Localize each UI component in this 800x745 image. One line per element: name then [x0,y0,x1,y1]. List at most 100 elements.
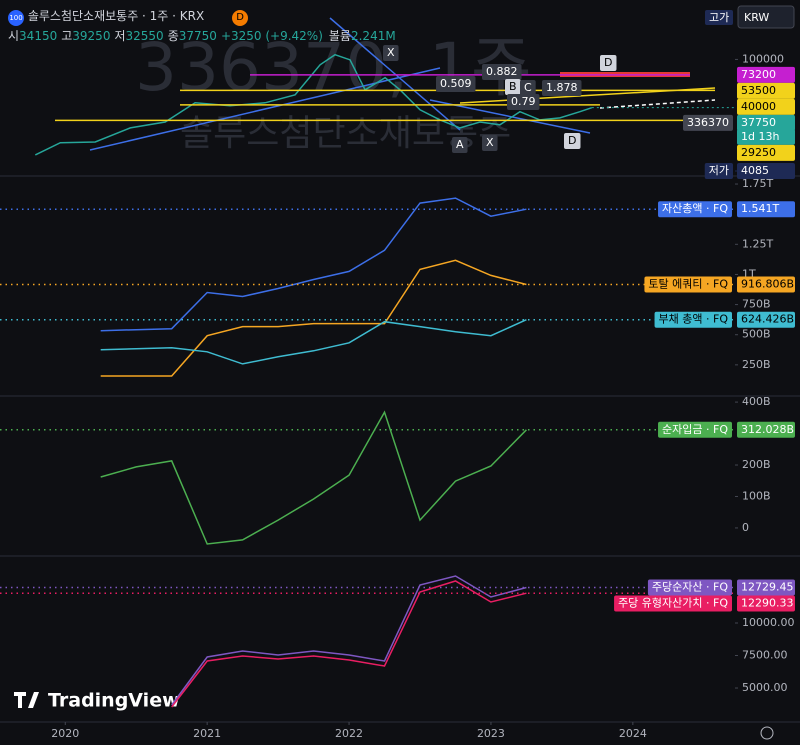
x-tick-label: 2023 [477,727,505,740]
symbol-tag: 336370 [687,116,729,129]
line [100,319,527,365]
line [171,580,527,708]
series-name: 순자입금 · FQ [662,423,728,436]
y-tick-label: 7500.00 [742,649,788,662]
low-tag-bg [704,163,733,179]
annotation: X [387,46,395,59]
line [100,259,527,377]
high-tag-bg [705,10,733,25]
annotation: 0.509 [440,77,472,90]
line [100,197,527,332]
last-value-bg [737,311,795,328]
series-name-bg [614,595,732,612]
y-tick-label: 1.75T [742,177,773,190]
level-label: 53500 [741,84,776,97]
annotation-bg [452,137,468,153]
change: +3250 (+9.42%) [220,29,323,43]
y-tick-label: 100000 [742,52,784,65]
level-label-bg [737,98,795,115]
symbol: 솔루스첨단소재보통주 · 1주 · KRX [27,9,205,23]
level-label: 73200 [741,68,776,81]
x-tick-label: 2021 [193,727,221,740]
annotation: C [524,81,532,94]
annotation: 0.79 [511,95,536,108]
high-tag: 고가 [709,11,729,24]
last-value: 1.541T [741,202,779,215]
y-tick-label: 200B [742,458,771,471]
level-label-bg [737,66,795,83]
x-tick-label: 2024 [619,727,647,740]
annotation-bg [383,45,399,61]
y-tick-label: 750B [742,298,771,311]
low-label-bg [737,163,795,179]
y-tick-label: 500B [742,328,771,341]
ohlc-value: 37750 [178,29,217,43]
series-name: 주당순자산 · FQ [652,581,728,594]
current-price: 37750 [741,116,776,129]
series-name: 자산총액 · FQ [662,202,728,215]
series-name: 주당 유형자산가치 · FQ [618,597,728,610]
level-label: 29250 [741,146,776,159]
last-value: 312.028B [741,423,794,436]
last-value-bg [737,421,795,438]
ohlc-label: 저 [114,29,126,43]
interval[interactable]: D [232,10,249,26]
last-value-bg [737,201,795,218]
y-tick-label: 400B [742,395,771,408]
badge: 100 [8,10,24,26]
series-name-bg [658,201,732,218]
annotation: X [486,136,494,149]
annotation: 1.878 [546,81,578,94]
currency-button[interactable] [737,5,795,29]
ohlc-value: 39250 [72,29,111,43]
currency[interactable]: KRW [744,11,769,24]
level-label-bg [737,144,795,161]
annotation: 0.882 [486,65,518,78]
annotation: B [509,80,517,93]
annotation: D [604,56,612,69]
series-name: 토탈 에쿼티 · FQ [648,277,728,290]
series-name-bg [647,579,732,596]
volume-value: 2.241M [350,29,396,43]
y-tick-label: 250B [742,358,771,371]
annotation-bg [520,80,536,96]
y-tick-label: 1.25T [742,237,773,250]
x-tick-label: 2022 [335,727,363,740]
last-value-bg [737,595,795,612]
annotation: D [568,134,576,147]
current-price-bg [737,114,795,131]
countdown: 1d 13h [741,130,779,143]
low-tag: 저가 [709,164,729,177]
ohlc-value: 32550 [125,29,164,43]
last-value-bg [737,579,795,596]
annotation-bg [482,64,522,80]
brand-logo: TradingView [14,690,180,712]
last-value: 624.426B [741,313,794,326]
countdown-bg [737,128,795,145]
y-tick-label: 0 [742,521,749,534]
ohlc-value: 34150 [19,29,58,43]
series-name-bg [644,276,732,293]
y-tick-label: 5000.00 [742,681,788,694]
ohlc: 시34150 고39250 저32550 종37750 +3250 (+9.42%) 볼륨… [8,26,396,46]
y-tick-label: 100B [742,489,771,502]
brand-text: TradingView [48,690,180,712]
line [100,410,527,545]
annotation-bg [507,94,540,110]
symbol-tag-bg [683,114,733,131]
last-value: 12290.33 [741,597,794,610]
last-value: 12729.45 [741,581,794,594]
annotation-bg [542,80,582,96]
volume-label: 볼륨 [328,29,351,43]
ohlc-label: 시 [8,29,20,43]
annotation-bg [482,135,498,151]
level-label: 40000 [741,100,776,113]
ohlc-label: 종 [167,29,179,43]
line [171,575,527,706]
x-tick-label: 2020 [51,727,79,740]
series-name: 부채 총액 · FQ [659,313,729,326]
settings-icon[interactable] [760,726,774,740]
annotation-bg [564,133,581,149]
ohlc-label: 고 [61,29,73,43]
